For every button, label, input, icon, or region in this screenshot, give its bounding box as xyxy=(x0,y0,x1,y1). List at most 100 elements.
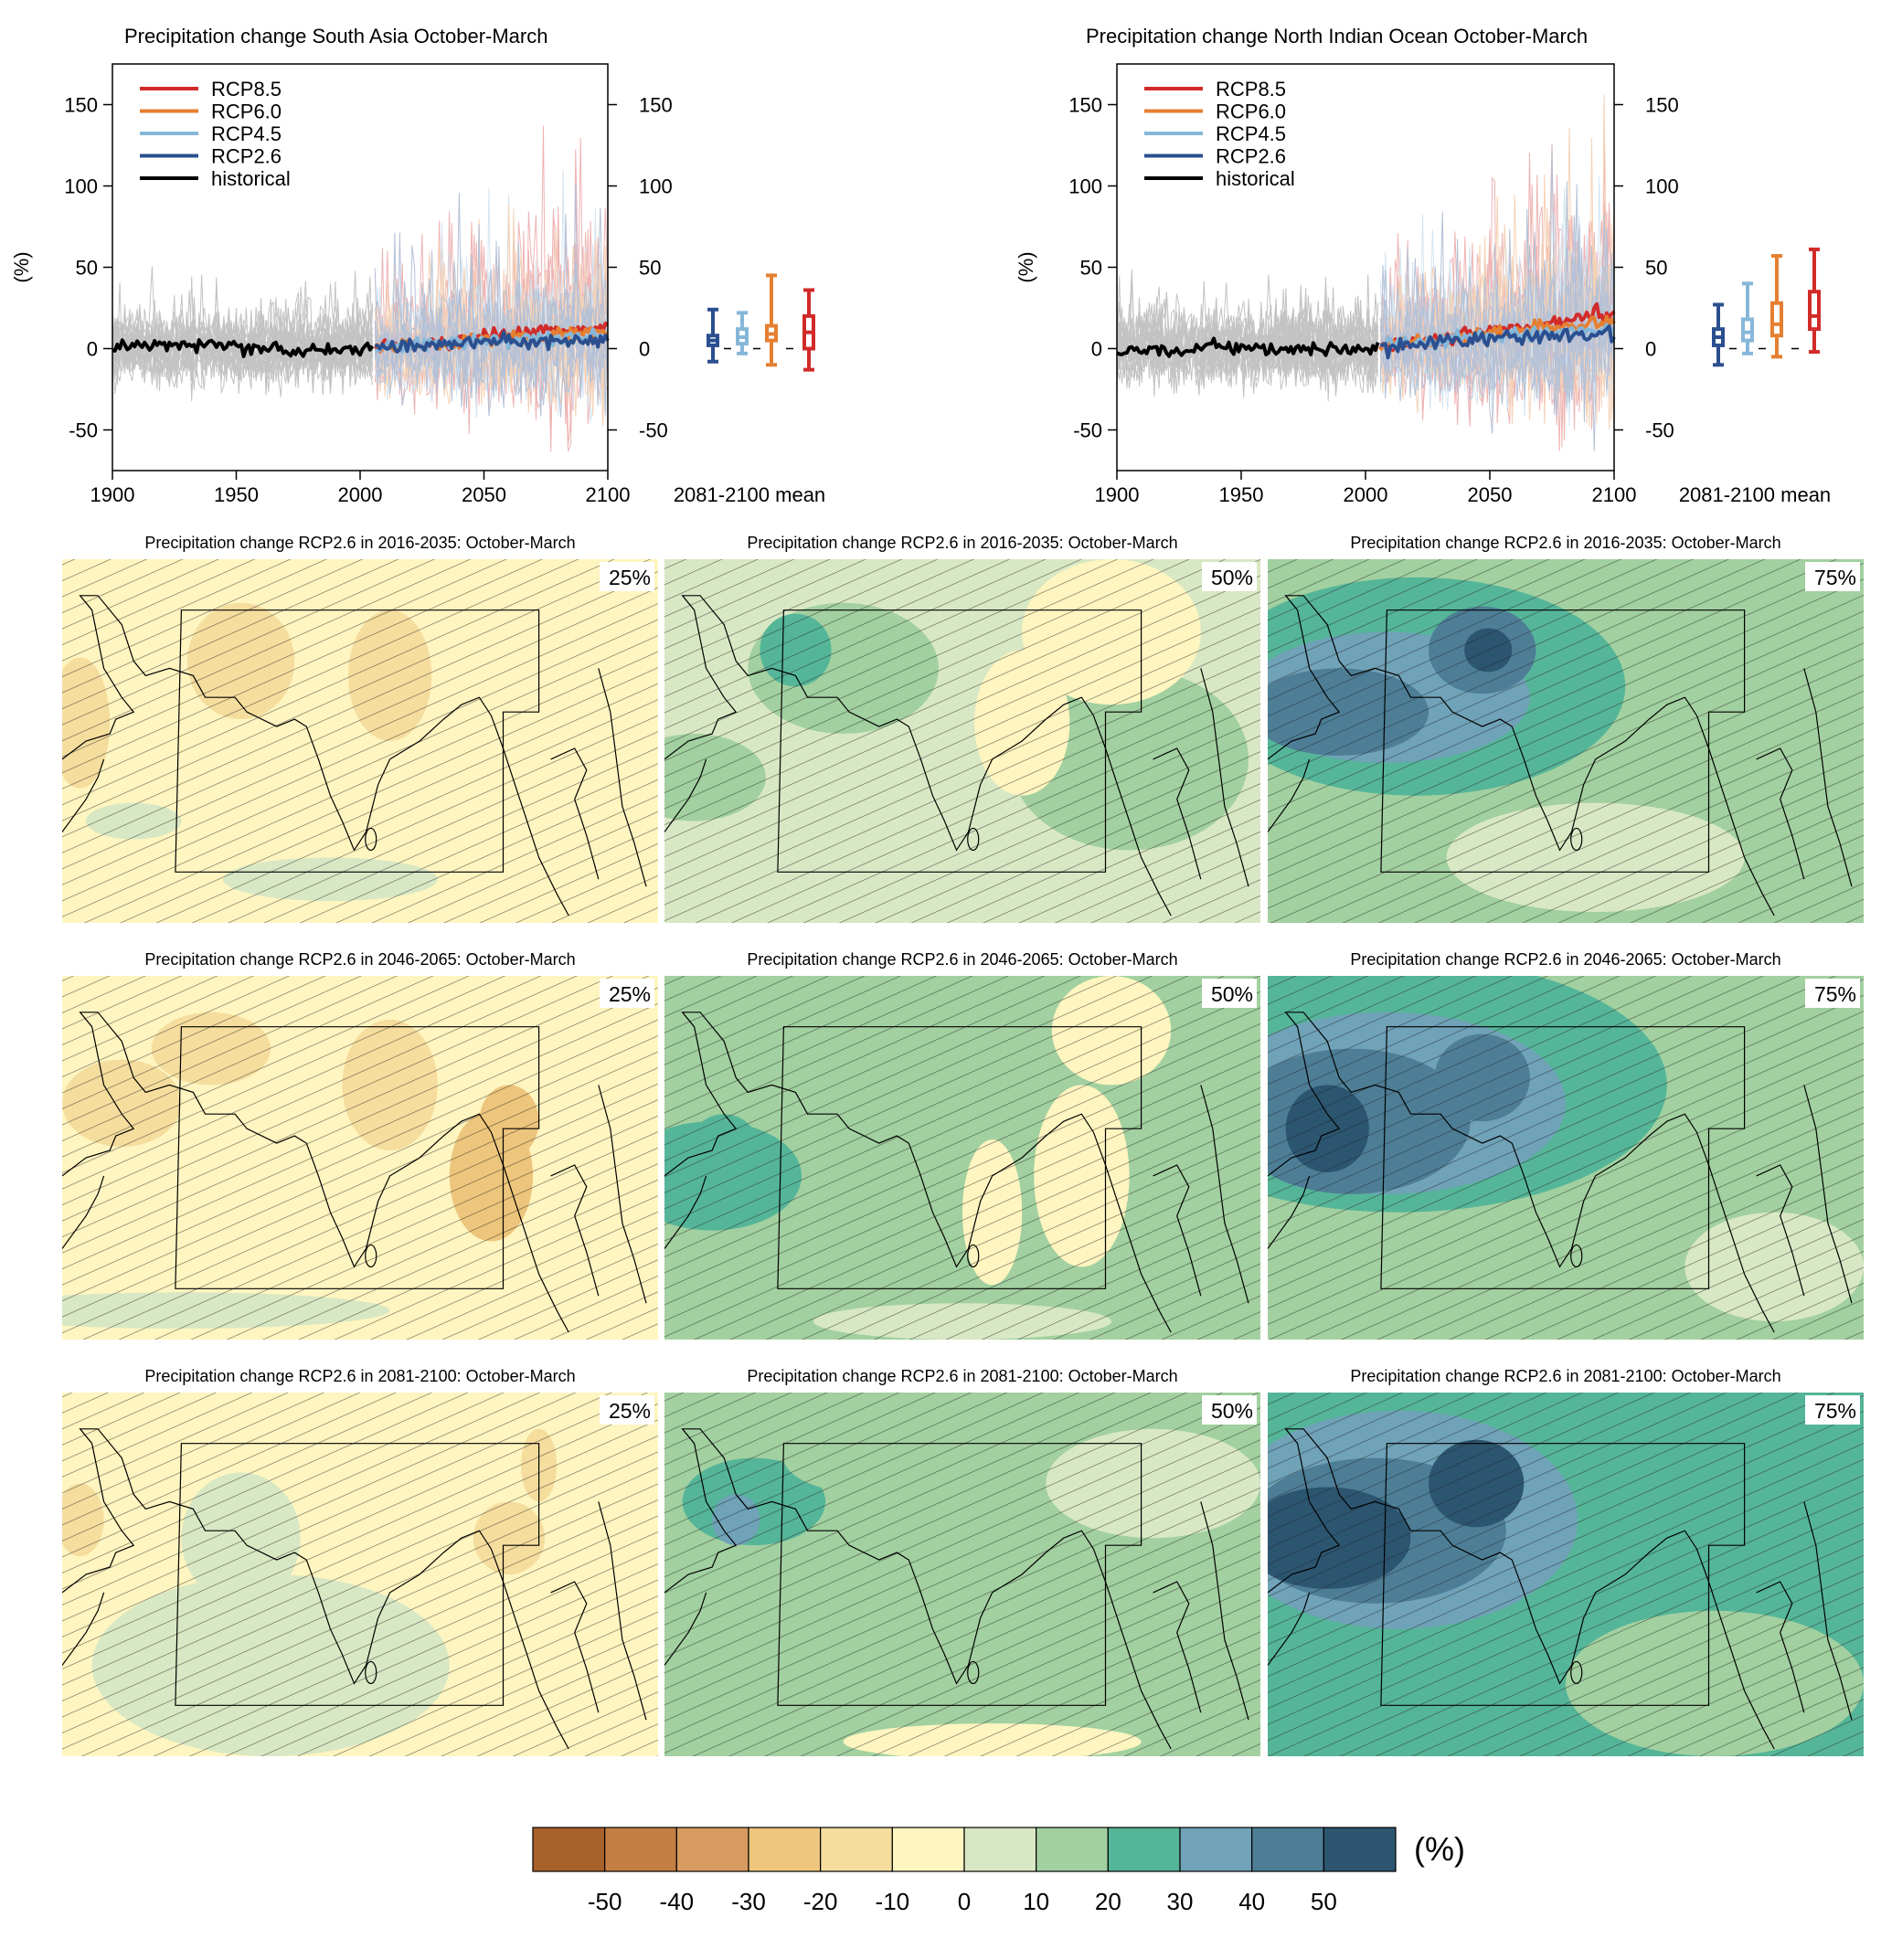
coastline xyxy=(62,1175,105,1249)
map-title: Precipitation change RCP2.6 in 2081-2100… xyxy=(144,1367,575,1385)
x-tick-label: 2100 xyxy=(1592,483,1637,506)
scenario-model-line xyxy=(1379,225,1615,452)
colorbar-swatch xyxy=(1036,1827,1109,1872)
region-box xyxy=(175,1026,540,1289)
scenario-model-line xyxy=(1379,175,1615,419)
scenario-model-line xyxy=(374,261,609,426)
map-panel-r2-c2: Precipitation change RCP2.6 in 2046-2065… xyxy=(664,950,1260,1340)
colorbar-swatch xyxy=(604,1827,677,1872)
legend-label: RCP8.5 xyxy=(1216,78,1286,101)
coastline xyxy=(664,1428,1172,1750)
map-hatching xyxy=(664,1393,1260,1756)
scenario-model-line xyxy=(1379,137,1615,430)
legend-label: historical xyxy=(1216,167,1295,190)
x-tick-label: 2100 xyxy=(586,483,631,506)
percentile-label: 50% xyxy=(1202,1395,1257,1425)
percentile-label-bg xyxy=(1805,979,1860,1008)
region-box xyxy=(1380,1443,1746,1706)
coastline xyxy=(1268,595,1775,916)
map-panel-r1-c1: Precipitation change RCP2.6 in 2016-2035… xyxy=(62,534,658,923)
coastline xyxy=(664,1175,707,1249)
colorbar-tick-label: 0 xyxy=(958,1888,971,1915)
percentile-text: 50% xyxy=(1211,566,1253,589)
scenario-model-line xyxy=(1379,257,1615,408)
percentile-label: 50% xyxy=(1202,979,1257,1008)
scenario-model-line xyxy=(1379,94,1615,416)
coastline xyxy=(1268,1012,1775,1333)
legend-label: RCP2.6 xyxy=(1216,145,1286,168)
scenario-model-line xyxy=(374,245,609,408)
map-title: Precipitation change RCP2.6 in 2046-2065… xyxy=(747,950,1177,969)
boxplot-axis-label: 2081-2100 mean xyxy=(674,483,825,506)
colorbar-tick-label: 50 xyxy=(1311,1888,1337,1915)
colorbar-tick-label: -40 xyxy=(660,1888,695,1915)
colorbar-swatch xyxy=(675,1827,749,1872)
coastline xyxy=(1756,747,1805,880)
x-tick-label: 1900 xyxy=(90,483,135,506)
y-tick-label-left: 100 xyxy=(64,175,98,198)
scenario-model-line xyxy=(1379,176,1615,448)
map-panel-r2-c1: Precipitation change RCP2.6 in 2046-2065… xyxy=(62,950,658,1340)
island-outline xyxy=(967,827,980,852)
timeseries-panel-2: Precipitation change North Indian Ocean … xyxy=(1015,25,1831,506)
percentile-label-bg xyxy=(600,1395,654,1425)
scenario-model-line xyxy=(1379,215,1615,412)
island-outline xyxy=(365,1244,377,1268)
map-hatching xyxy=(62,1393,658,1756)
boxplots-2081-2100 xyxy=(707,273,815,372)
boxplot-rcp60 xyxy=(765,273,778,367)
percentile-label-bg xyxy=(600,979,654,1008)
scenario-model-line xyxy=(1379,184,1615,404)
map-field xyxy=(1268,976,1864,1340)
region-box xyxy=(175,609,540,873)
scenario-model-line xyxy=(1379,211,1615,417)
percentile-text: 25% xyxy=(609,1399,651,1423)
coastline xyxy=(550,1164,600,1297)
y-tick-label-right: 50 xyxy=(1645,257,1667,280)
x-tick-label: 1950 xyxy=(1219,483,1264,506)
y-tick-label-right: -50 xyxy=(639,419,668,442)
y-tick-label-right: 100 xyxy=(639,175,673,198)
percentile-label: 25% xyxy=(600,979,654,1008)
colorbar-swatch xyxy=(1323,1827,1397,1872)
coastline xyxy=(62,758,105,832)
historical-models xyxy=(112,266,374,402)
percentile-label-bg xyxy=(1202,1395,1257,1425)
island-outline xyxy=(967,1660,980,1685)
scenario-model-line xyxy=(1379,207,1615,425)
y-tick-label-left: 0 xyxy=(87,338,98,361)
percentile-label-bg xyxy=(600,562,654,591)
boxplot-axis-label: 2081-2100 mean xyxy=(1679,483,1831,506)
region-box xyxy=(777,1026,1142,1289)
x-tick-label: 2000 xyxy=(338,483,383,506)
scenario-model-line xyxy=(1379,231,1615,429)
percentile-label: 75% xyxy=(1805,979,1860,1008)
island-outline xyxy=(1570,1660,1583,1685)
colorbar-tick-label: 20 xyxy=(1095,1888,1121,1915)
coastline xyxy=(62,1428,569,1750)
timeseries-panel-1: Precipitation change South Asia October-… xyxy=(10,25,825,506)
y-tick-label-left: 50 xyxy=(76,257,98,280)
coastline xyxy=(1803,1085,1853,1304)
island-outline xyxy=(365,827,377,852)
colorbar-swatch xyxy=(1251,1827,1324,1872)
boxplot-rcp85 xyxy=(1808,247,1821,355)
map-field xyxy=(664,559,1260,923)
scenario-model-line xyxy=(1379,228,1615,402)
series-line-rcp26 xyxy=(375,330,610,354)
percentile-text: 75% xyxy=(1814,982,1856,1006)
map-field xyxy=(62,976,658,1340)
y-tick-label-right: -50 xyxy=(1645,419,1674,442)
y-tick-label-left: 50 xyxy=(1080,257,1102,280)
coastline xyxy=(1803,1501,1853,1721)
coastline xyxy=(1803,668,1853,887)
percentile-text: 75% xyxy=(1814,1399,1856,1423)
percentile-label-bg xyxy=(1202,979,1257,1008)
island-outline xyxy=(1570,1244,1583,1268)
y-tick-label-left: -50 xyxy=(1073,419,1102,442)
map-panel-r1-c3: Precipitation change RCP2.6 in 2016-2035… xyxy=(1268,534,1864,923)
map-title: Precipitation change RCP2.6 in 2046-2065… xyxy=(1350,950,1780,969)
coastline xyxy=(664,1592,707,1666)
